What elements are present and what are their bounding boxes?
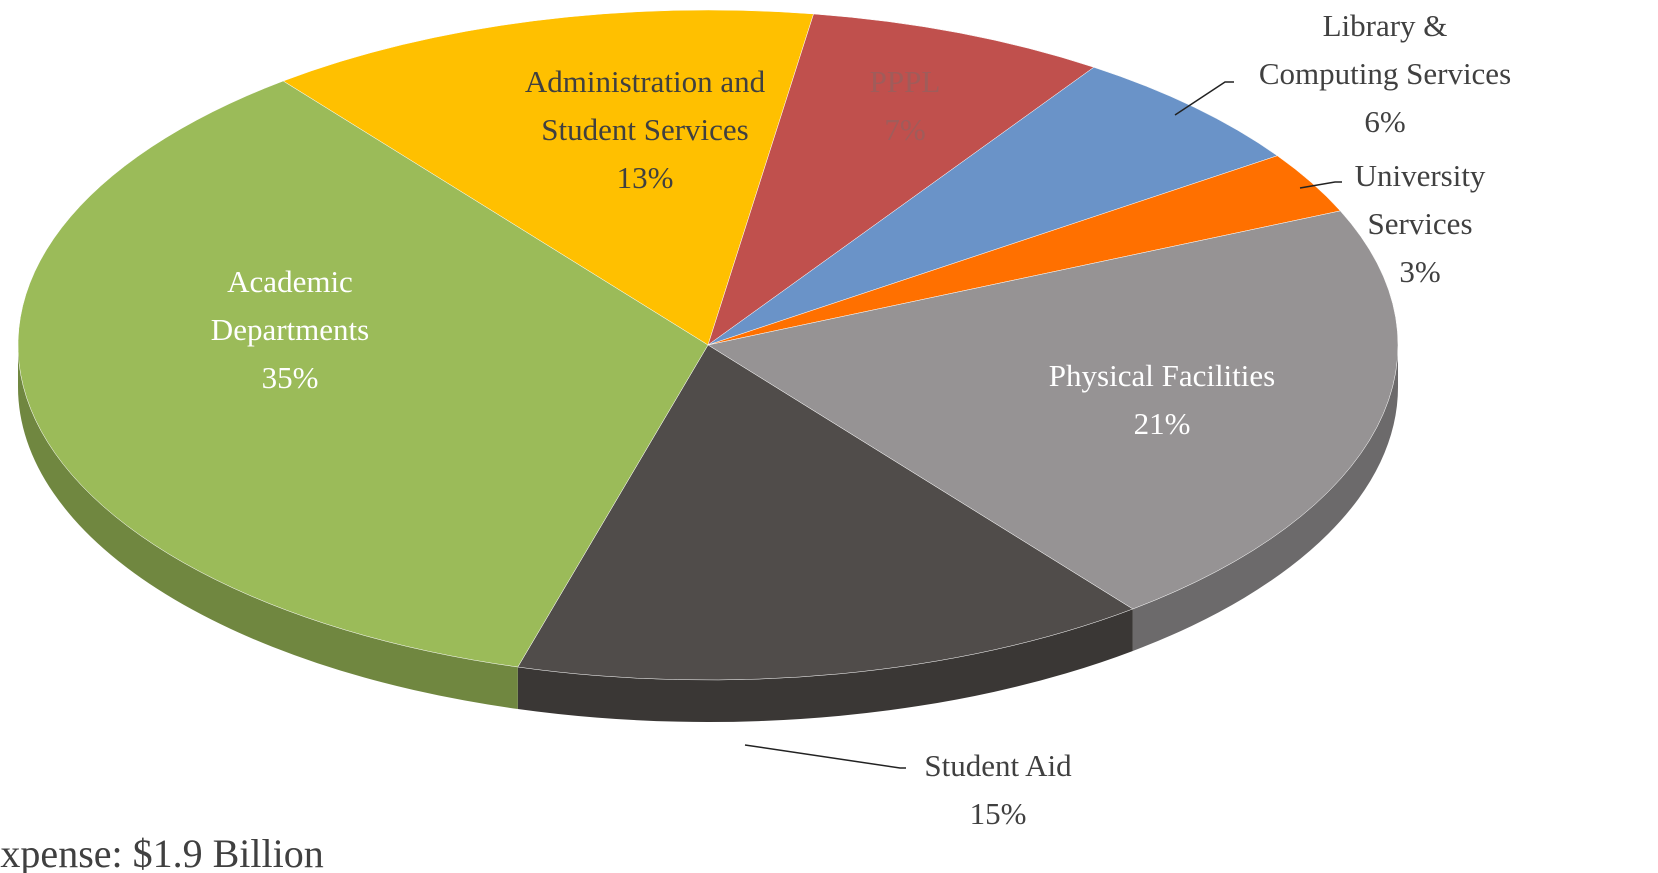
value-label: 15%	[969, 796, 1027, 831]
data-label: Physical Facilities 21%	[1049, 352, 1275, 448]
value-label: 21%	[1133, 406, 1191, 441]
slice-side	[517, 608, 1133, 722]
category-label: Library & Computing Services	[1258, 8, 1512, 91]
category-label: Student Aid	[924, 748, 1072, 783]
slice-top	[517, 344, 1134, 681]
category-label: Administration and Student Services	[524, 64, 766, 147]
pie-slice	[707, 13, 1095, 346]
category-label: Academic Departments	[210, 264, 370, 347]
data-label: University Services 3%	[1355, 152, 1486, 296]
pie-slice	[707, 210, 1399, 651]
slice-side	[1132, 345, 1398, 651]
data-label: Administration and Student Services 13%	[525, 58, 765, 202]
data-label: Library & Computing Services 6%	[1259, 2, 1511, 146]
pie-slice	[517, 344, 1134, 722]
category-label: University Services	[1354, 158, 1486, 241]
slice-top	[17, 80, 709, 668]
annotation: Expense: $1.9 Billion	[0, 831, 324, 873]
pie-slice	[17, 80, 709, 710]
pie-slice	[282, 9, 814, 346]
data-label: PPPL 7%	[870, 58, 941, 154]
slice-top	[707, 210, 1399, 610]
leader-line	[1299, 181, 1342, 189]
category-label: PPPL	[869, 64, 941, 99]
slice-top	[282, 9, 814, 346]
value-label: 3%	[1399, 254, 1441, 289]
value-label: 6%	[1364, 104, 1406, 139]
value-label: 7%	[884, 112, 926, 147]
slice-top	[707, 66, 1278, 346]
pie-slice	[707, 66, 1278, 346]
category-label: Physical Facilities	[1048, 358, 1276, 393]
leader-line	[744, 744, 906, 769]
slice-top	[707, 13, 1095, 346]
value-label: 13%	[616, 160, 674, 195]
slice-side	[18, 345, 518, 710]
data-label: Student Aid 15%	[924, 742, 1071, 838]
value-label: 35%	[261, 360, 319, 395]
data-label: Academic Departments 35%	[211, 258, 369, 402]
leader-line	[1174, 81, 1234, 116]
